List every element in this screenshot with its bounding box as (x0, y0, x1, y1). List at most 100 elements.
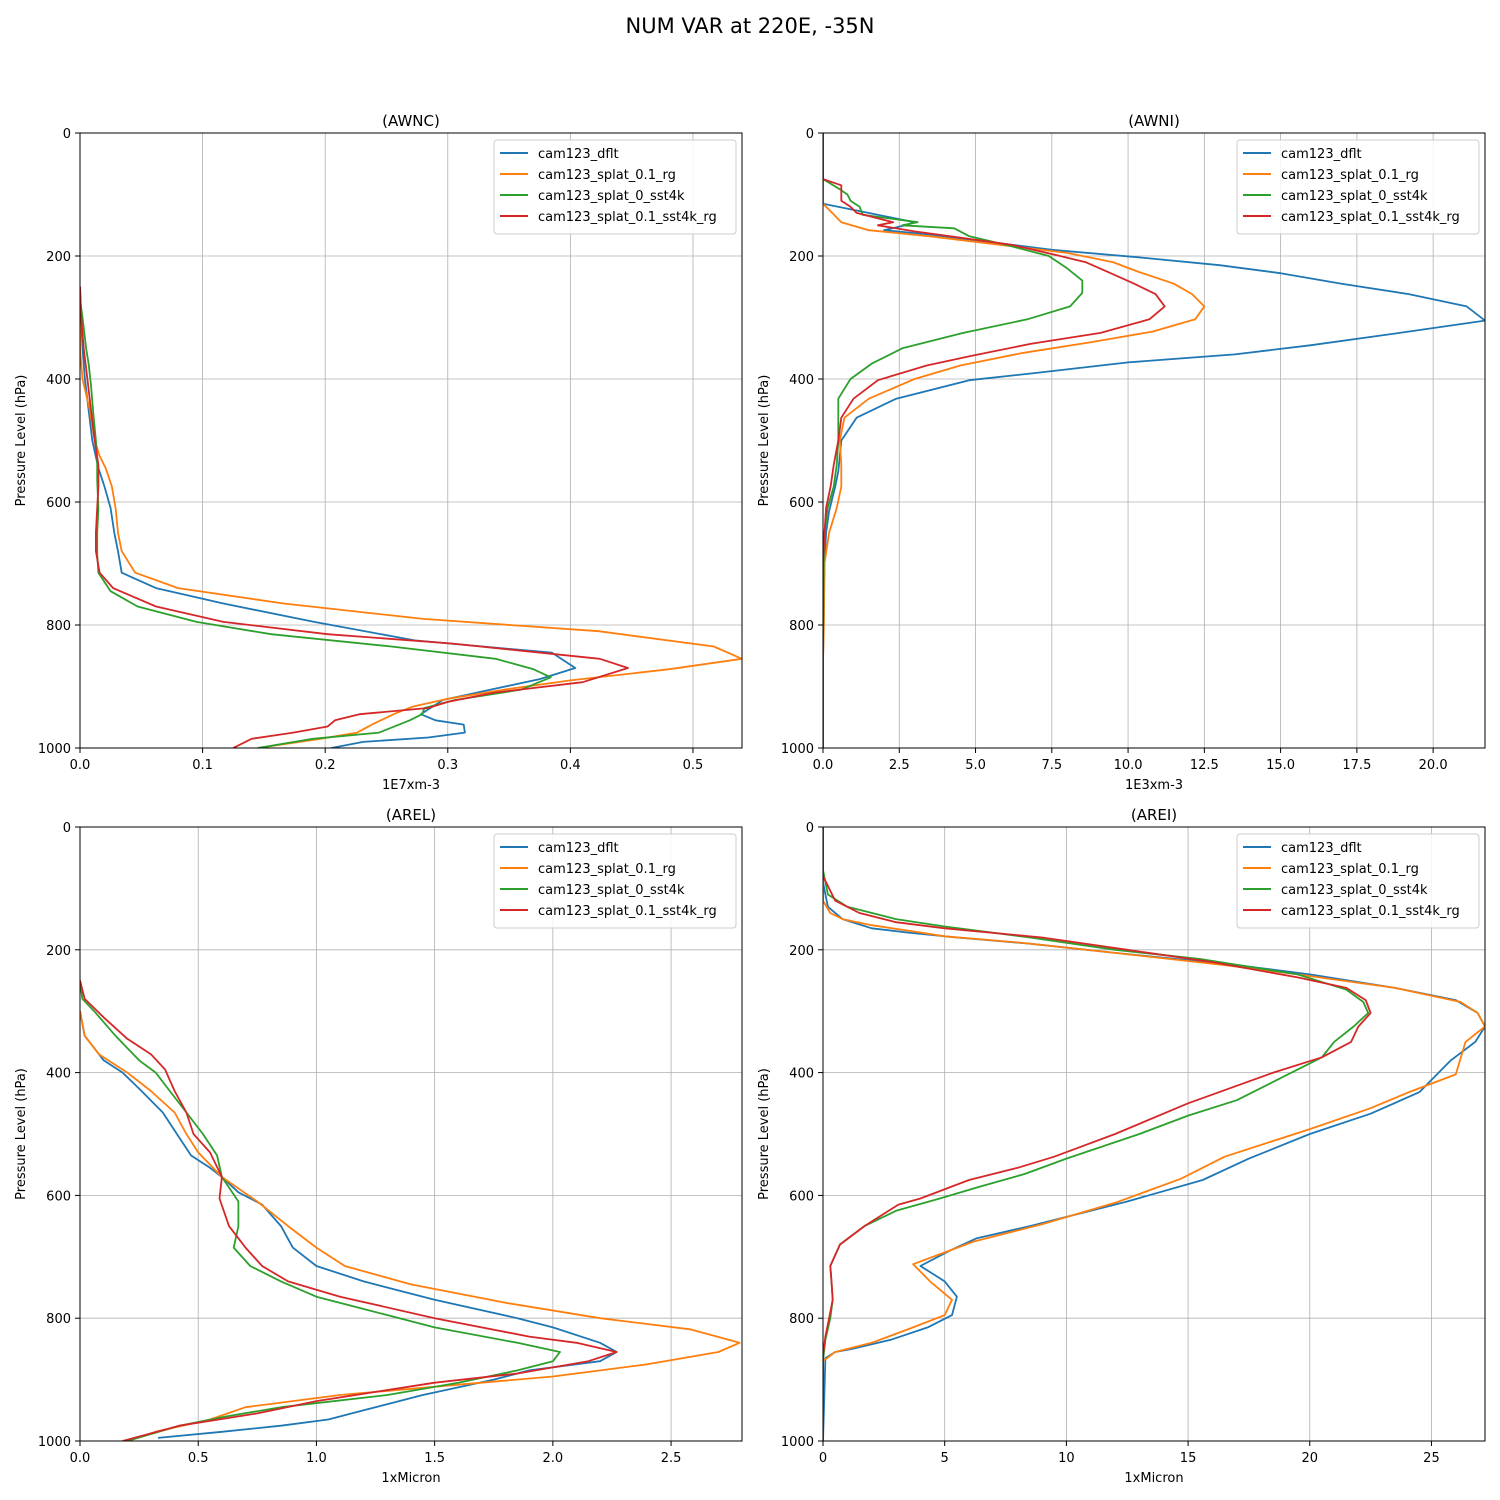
y-tick-label: 400 (46, 373, 71, 388)
y-tick-label: 400 (789, 373, 814, 388)
legend-label: cam123_splat_0.1_sst4k_rg (1281, 904, 1460, 919)
y-axis-label: Pressure Level (hPa) (14, 375, 29, 507)
legend-label: cam123_dflt (538, 841, 619, 856)
y-tick-label: 200 (46, 250, 71, 265)
y-axis-label: Pressure Level (hPa) (757, 1068, 772, 1200)
series-lines (80, 980, 741, 1441)
chart-panel-1: 0.0 0.1 0.2 0.3 0.4 0.5 0 200 400 600 800 1000 (AWNC… (14, 112, 743, 793)
legend-box (493, 833, 737, 929)
series-line-cam123_splat_0.1_sst4k_rg (823, 827, 1372, 1441)
series-line-cam123_dflt (80, 286, 577, 748)
series-line-cam123_splat_0_sst4k (80, 298, 552, 748)
legend: cam123_dflt cam123_splat_0.1_rg cam123_spl… (493, 833, 737, 929)
x-tick-label: 7.5 (1041, 758, 1062, 773)
series-line-cam123_splat_0.1_rg (80, 317, 742, 748)
legend-label: cam123_dflt (538, 147, 619, 162)
x-tick-label: 0 (819, 1451, 827, 1466)
x-axis-label: 1xMicron (381, 1471, 440, 1486)
chart-panel-4: 0 5 10 15 20 25 0 200 400 600 800 1000 (AREI) 1xMicro… (757, 806, 1486, 1486)
x-axis-label: 1E7xm-3 (382, 778, 440, 793)
legend-box (1236, 833, 1480, 929)
x-tick-label: 0.5 (188, 1451, 209, 1466)
y-tick-label: 600 (789, 1189, 814, 1204)
x-tick-label: 20 (1301, 1451, 1318, 1466)
series-line-cam123_splat_0.1_sst4k_rg (823, 133, 1166, 748)
legend: cam123_dflt cam123_splat_0.1_rg cam123_spl… (493, 139, 737, 235)
legend-label: cam123_splat_0.1_sst4k_rg (538, 904, 717, 919)
x-tick-label: 1.0 (306, 1451, 327, 1466)
x-axis-label: 1E3xm-3 (1125, 778, 1183, 793)
y-tick-label: 400 (46, 1067, 71, 1082)
y-tick-label: 0 (63, 821, 71, 836)
x-axis-label: 1xMicron (1124, 1471, 1183, 1486)
x-tick-label: 0.3 (437, 758, 458, 773)
series-line-cam123_splat_0.1_rg (80, 1011, 741, 1441)
series-lines (80, 286, 742, 748)
legend-label: cam123_splat_0_sst4k (1281, 883, 1428, 898)
y-tick-label: 0 (806, 127, 814, 142)
x-tick-label: 2.5 (661, 1451, 682, 1466)
y-tick-label: 1000 (781, 742, 814, 757)
y-tick-label: 200 (789, 250, 814, 265)
x-tick-label: 0.2 (315, 758, 336, 773)
y-tick-label: 600 (789, 496, 814, 511)
y-tick-label: 200 (46, 944, 71, 959)
legend-label: cam123_splat_0_sst4k (538, 189, 685, 204)
y-tick-label: 800 (789, 1312, 814, 1327)
legend-label: cam123_splat_0.1_sst4k_rg (538, 210, 717, 225)
x-tick-label: 0.0 (70, 1451, 91, 1466)
x-tick-label: 20.0 (1419, 758, 1448, 773)
legend-label: cam123_splat_0.1_sst4k_rg (1281, 210, 1460, 225)
series-lines (823, 133, 1485, 748)
x-tick-label: 0.5 (683, 758, 704, 773)
chart-panel-2: 0.0 2.5 5.0 7.5 10.0 12.5 15.0 17.5 20.0 0 200 400 6… (757, 112, 1486, 793)
series-line-cam123_splat_0.1_rg (823, 133, 1206, 748)
x-tick-label: 15.0 (1266, 758, 1295, 773)
series-line-cam123_splat_0.1_sst4k_rg (80, 286, 629, 748)
legend-label: cam123_splat_0_sst4k (1281, 189, 1428, 204)
axes-frame (822, 826, 1486, 1442)
legend-label: cam123_dflt (1281, 147, 1362, 162)
x-tick-label: 15 (1180, 1451, 1197, 1466)
series-line-cam123_splat_0_sst4k (823, 133, 1084, 748)
x-tick-label: 5.0 (965, 758, 986, 773)
x-tick-label: 0.0 (813, 758, 834, 773)
x-tick-label: 1.5 (424, 1451, 445, 1466)
axes-frame (79, 132, 743, 749)
axes-frame (79, 826, 743, 1442)
x-tick-label: 10.0 (1114, 758, 1143, 773)
chart-title: (AWNI) (1128, 112, 1180, 130)
legend-label: cam123_splat_0.1_rg (538, 862, 676, 877)
y-tick-label: 800 (46, 1312, 71, 1327)
y-tick-label: 200 (789, 944, 814, 959)
y-tick-label: 600 (46, 496, 71, 511)
y-tick-label: 1000 (38, 1435, 71, 1450)
axes-frame (822, 132, 1486, 749)
x-tick-label: 25 (1423, 1451, 1440, 1466)
y-tick-label: 1000 (38, 742, 71, 757)
legend: cam123_dflt cam123_splat_0.1_rg cam123_spl… (1236, 139, 1480, 235)
chart-title: (AREI) (1131, 806, 1177, 824)
series-line-cam123_splat_0.1_sst4k_rg (80, 980, 618, 1441)
series-line-cam123_dflt (823, 133, 1485, 748)
legend: cam123_dflt cam123_splat_0.1_rg cam123_spl… (1236, 833, 1480, 929)
legend-box (493, 139, 737, 235)
x-tick-label: 17.5 (1342, 758, 1371, 773)
x-tick-label: 5 (941, 1451, 949, 1466)
y-tick-label: 1000 (781, 1435, 814, 1450)
chart-title: (AWNC) (382, 112, 440, 130)
y-tick-label: 400 (789, 1067, 814, 1082)
figure-title: NUM VAR at 220E, -35N (625, 14, 875, 38)
legend-label: cam123_splat_0.1_rg (538, 168, 676, 183)
legend-label: cam123_splat_0_sst4k (538, 883, 685, 898)
series-line-cam123_dflt (80, 1011, 618, 1439)
y-tick-label: 800 (46, 619, 71, 634)
y-tick-label: 600 (46, 1189, 71, 1204)
x-tick-label: 2.5 (889, 758, 910, 773)
x-tick-label: 0.4 (560, 758, 581, 773)
x-tick-label: 0.0 (70, 758, 91, 773)
x-tick-label: 12.5 (1190, 758, 1219, 773)
y-tick-label: 800 (789, 619, 814, 634)
